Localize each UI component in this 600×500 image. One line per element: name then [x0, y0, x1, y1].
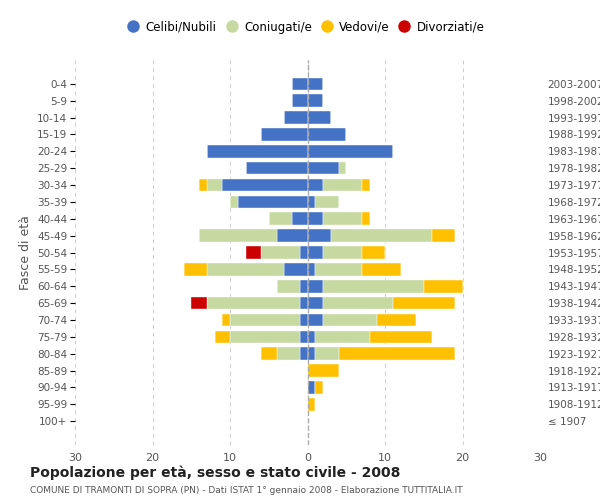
Bar	[308, 314, 323, 326]
Bar	[261, 348, 277, 360]
Bar	[300, 314, 308, 326]
Bar	[308, 212, 323, 225]
Y-axis label: Fasce di età: Fasce di età	[19, 215, 32, 290]
Bar	[277, 230, 308, 242]
Bar	[308, 178, 323, 192]
Bar	[277, 280, 300, 292]
Text: Popolazione per età, sesso e stato civile - 2008: Popolazione per età, sesso e stato civil…	[30, 466, 400, 480]
Bar	[308, 111, 331, 124]
Bar	[184, 263, 207, 276]
Bar	[315, 330, 370, 343]
Bar	[323, 314, 377, 326]
Bar	[292, 78, 308, 90]
Bar	[292, 94, 308, 107]
Bar	[338, 348, 455, 360]
Bar	[308, 364, 338, 377]
Bar	[207, 263, 284, 276]
Bar	[323, 280, 424, 292]
Bar	[207, 297, 300, 310]
Bar	[338, 162, 346, 174]
Bar	[308, 263, 315, 276]
Bar	[308, 330, 315, 343]
Bar	[191, 297, 207, 310]
Bar	[300, 297, 308, 310]
Bar	[308, 128, 346, 141]
Bar	[300, 280, 308, 292]
Bar	[315, 381, 323, 394]
Bar	[308, 348, 315, 360]
Bar	[323, 212, 362, 225]
Bar	[362, 178, 370, 192]
Bar	[261, 128, 308, 141]
Bar	[308, 162, 338, 174]
Bar	[207, 145, 308, 158]
Bar	[230, 196, 238, 208]
Bar	[261, 246, 300, 259]
Bar	[308, 145, 393, 158]
Bar	[292, 212, 308, 225]
Bar	[245, 246, 261, 259]
Bar	[222, 314, 230, 326]
Bar	[308, 297, 323, 310]
Bar	[323, 297, 393, 310]
Bar	[315, 263, 362, 276]
Bar	[215, 330, 230, 343]
Bar	[238, 196, 308, 208]
Bar	[308, 280, 323, 292]
Bar	[284, 263, 308, 276]
Bar	[308, 78, 323, 90]
Bar	[308, 94, 323, 107]
Bar	[362, 263, 401, 276]
Bar	[362, 246, 385, 259]
Bar	[199, 230, 277, 242]
Bar	[300, 246, 308, 259]
Bar	[222, 178, 308, 192]
Bar	[277, 348, 300, 360]
Bar	[308, 381, 315, 394]
Legend: Celibi/Nubili, Coniugati/e, Vedovi/e, Divorziati/e: Celibi/Nubili, Coniugati/e, Vedovi/e, Di…	[125, 16, 490, 38]
Bar	[300, 330, 308, 343]
Bar	[431, 230, 455, 242]
Bar	[424, 280, 463, 292]
Bar	[230, 314, 300, 326]
Bar	[199, 178, 207, 192]
Bar	[300, 348, 308, 360]
Bar	[315, 348, 338, 360]
Bar	[323, 246, 362, 259]
Bar	[362, 212, 370, 225]
Text: COMUNE DI TRAMONTI DI SOPRA (PN) - Dati ISTAT 1° gennaio 2008 - Elaborazione TUT: COMUNE DI TRAMONTI DI SOPRA (PN) - Dati …	[30, 486, 463, 495]
Bar	[370, 330, 431, 343]
Bar	[207, 178, 222, 192]
Bar	[230, 330, 300, 343]
Bar	[308, 398, 315, 410]
Bar	[331, 230, 431, 242]
Bar	[377, 314, 416, 326]
Bar	[393, 297, 455, 310]
Bar	[308, 230, 331, 242]
Bar	[323, 178, 362, 192]
Bar	[245, 162, 308, 174]
Bar	[308, 196, 315, 208]
Bar	[269, 212, 292, 225]
Bar	[315, 196, 338, 208]
Bar	[284, 111, 308, 124]
Bar	[308, 246, 323, 259]
